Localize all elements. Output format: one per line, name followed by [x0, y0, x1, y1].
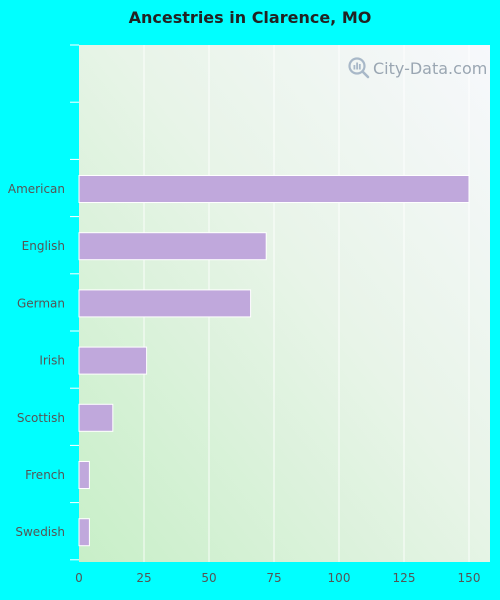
watermark-text: City-Data.com — [373, 58, 488, 78]
bars — [78, 175, 470, 547]
y-tick-label: English — [22, 239, 65, 253]
y-tick-label: Irish — [39, 354, 65, 368]
bar-english — [78, 232, 267, 261]
watermark: City-Data.com — [348, 57, 487, 79]
y-tick-label: German — [17, 296, 65, 310]
y-axis: American English German Irish Scottish French… — [8, 44, 79, 561]
y-tick-label: Scottish — [17, 411, 65, 425]
chart-title: Ancestries in Clarence, MO — [128, 8, 372, 27]
x-tick-label: 75 — [266, 571, 281, 585]
x-tick-label: 0 — [75, 571, 83, 585]
x-tick-label: 25 — [136, 571, 151, 585]
y-tick-label: American — [8, 182, 65, 196]
x-tick-label: 125 — [393, 571, 416, 585]
bar-scottish — [78, 403, 114, 432]
bar-irish — [78, 346, 148, 375]
x-tick-label: 100 — [328, 571, 351, 585]
x-axis: 0 25 50 75 100 125 150 — [75, 571, 480, 585]
city-data-logo-icon — [348, 57, 370, 79]
x-tick-label: 50 — [201, 571, 216, 585]
y-tick-label: Swedish — [15, 525, 65, 539]
bar-french — [78, 461, 90, 489]
bar-swedish — [78, 518, 90, 547]
y-tick-label: French — [25, 468, 65, 482]
x-tick-label: 150 — [458, 571, 481, 585]
bar-german — [78, 289, 252, 318]
bar-american — [78, 175, 470, 203]
